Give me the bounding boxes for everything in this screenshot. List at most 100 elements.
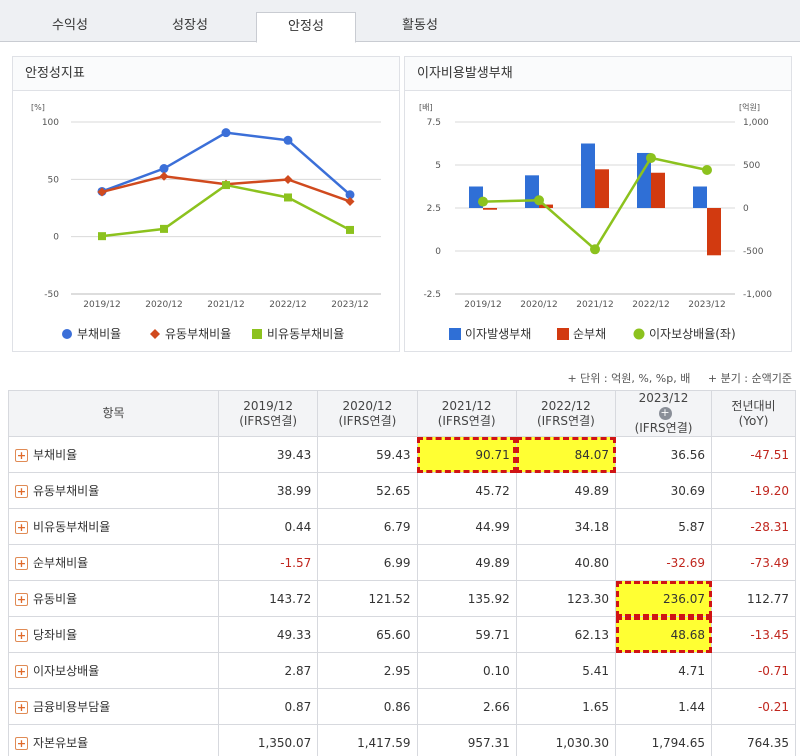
plus-icon[interactable]: + [15,521,28,534]
table-row: + 자본유보율 1,350.07 1,417.59 957.31 1,030.30 1,79… [8,724,796,756]
table-row: + 금융비용부담율 0.87 0.86 2.66 1.65 1.44 -0.21 [8,688,796,725]
table-cell: 1,417.59 [317,724,418,756]
bar [581,143,595,208]
data-point [590,244,600,255]
plus-icon[interactable]: + [15,593,28,606]
stability-chart-title: 안정성지표 [13,57,399,91]
table-cell: 62.13 [515,616,617,653]
period-text: + 분기 : 순액기준 [707,372,792,385]
table-cell: 59.43 [317,436,418,473]
table-cell: 0.44 [217,508,319,545]
yoy-cell: -28.31 [711,508,796,545]
table-cell: 59.71 [416,616,517,653]
data-point [221,128,231,138]
table-cell: 45.72 [416,472,517,509]
data-point [159,164,169,174]
tab-growth[interactable]: 성장성 [172,18,208,33]
plus-icon[interactable]: + [15,485,28,498]
plus-icon[interactable]: + [15,701,28,714]
yoy-cell: -19.20 [711,472,796,509]
header-line2: (IFRS연결) [338,413,397,428]
row-label[interactable]: + 유동비율 [8,580,219,617]
table-row: + 당좌비율 49.33 65.60 59.71 62.13 48.68 -13.45 [8,616,796,653]
table-cell: 30.69 [615,472,712,509]
row-name: 비유동부채비율 [33,520,111,534]
y-tick-label: 50 [48,175,60,185]
table-cell: 121.52 [317,580,418,617]
tab-stability[interactable]: 안정성 [256,12,356,43]
y-tick-label: 100 [42,118,59,128]
plus-icon[interactable]: + [15,737,28,750]
table-cell: 143.72 [217,580,319,617]
x-tick-label: 2020/12 [145,300,182,310]
header-line1: 2023/12 [638,391,689,405]
header-line1: 2020/12 [342,398,393,413]
x-tick-label: 2021/12 [207,300,244,310]
legend-item: 비유동부채비율 [252,327,344,341]
yoy-cell: 112.77 [711,580,796,617]
table-cell: 39.43 [217,436,319,473]
header-line1: 2022/12 [540,398,591,413]
data-point [345,196,355,206]
row-label[interactable]: + 유동부채비율 [8,472,219,509]
table-cell: 49.33 [217,616,319,653]
table-cell: 44.99 [416,508,517,545]
data-point [159,171,169,181]
tab-activity[interactable]: 활동성 [402,18,438,33]
table-cell: 123.30 [515,580,617,617]
row-label[interactable]: + 이자보상배율 [8,652,219,689]
circle-plus-icon[interactable]: + [658,406,672,420]
plus-icon[interactable]: + [15,449,28,462]
table-row: + 순부채비율 -1.57 6.99 49.89 40.80 -32.69 -73.49 [8,544,796,581]
table-cell: 1,794.65 [615,724,712,756]
table-cell: -1.57 [217,544,319,581]
row-label[interactable]: + 부채비율 [8,436,219,473]
table-cell: 236.07 [615,580,712,617]
table-row: + 유동비율 143.72 121.52 135.92 123.30 236.07 112.7… [8,580,796,617]
yoy-cell: -0.21 [711,688,796,725]
row-label[interactable]: + 비유동부채비율 [8,508,219,545]
data-point [97,187,107,197]
x-tick-label: 2023/12 [331,300,368,310]
data-point [284,193,292,202]
plus-icon[interactable]: + [15,629,28,642]
table-cell: 34.18 [515,508,617,545]
bar [693,186,707,208]
legend-item: 순부채 [557,327,606,341]
table-cell: 1.44 [615,688,712,725]
y-axis-unit-right: [억원] [739,102,760,112]
y-tick-label-left: 2.5 [427,204,441,214]
header-line1: 전년대비 [731,398,776,413]
table-cell: 0.10 [416,652,517,689]
table-cell: 2.66 [416,688,517,725]
legend-marker [557,328,569,340]
series-line [101,183,351,238]
units-note: + 단위 : 억원, %, %p, 배 + 분기 : 순액기준 [553,370,792,386]
bar [651,172,665,208]
y-axis-unit: [%] [31,103,45,112]
y-tick-label-left: 7.5 [427,118,441,128]
y-tick-label-right: 1,000 [743,118,769,128]
y-tick-label-right: 500 [743,161,760,171]
plus-icon[interactable]: + [15,557,28,570]
header-period: 2021/12 (IFRS연결) [416,390,517,437]
legend-marker [252,329,262,339]
stability-line-chart: [%] -50 0 50 100 2019/12 2020/12 2021/12 2022/12… [31,103,381,341]
legend-item: 이자보상배율(좌) [633,327,736,341]
y-tick-label: -50 [44,290,59,300]
plus-icon[interactable]: + [15,665,28,678]
y-tick-label-right: 0 [743,204,749,214]
x-tick-label: 2019/12 [83,300,120,310]
units-text: + 단위 : 억원, %, %p, 배 [567,372,691,385]
table-cell: 0.87 [217,688,319,725]
tab-profitability[interactable]: 수익성 [52,18,88,33]
row-label[interactable]: + 당좌비율 [8,616,219,653]
header-line1: 2019/12 [243,398,294,413]
row-label[interactable]: + 순부채비율 [8,544,219,581]
bar [637,152,651,208]
row-label[interactable]: + 금융비용부담율 [8,688,219,725]
bar [595,169,609,208]
row-label[interactable]: + 자본유보율 [8,724,219,756]
legend-label: 부채비율 [77,327,121,341]
table-cell: 2.87 [217,652,319,689]
